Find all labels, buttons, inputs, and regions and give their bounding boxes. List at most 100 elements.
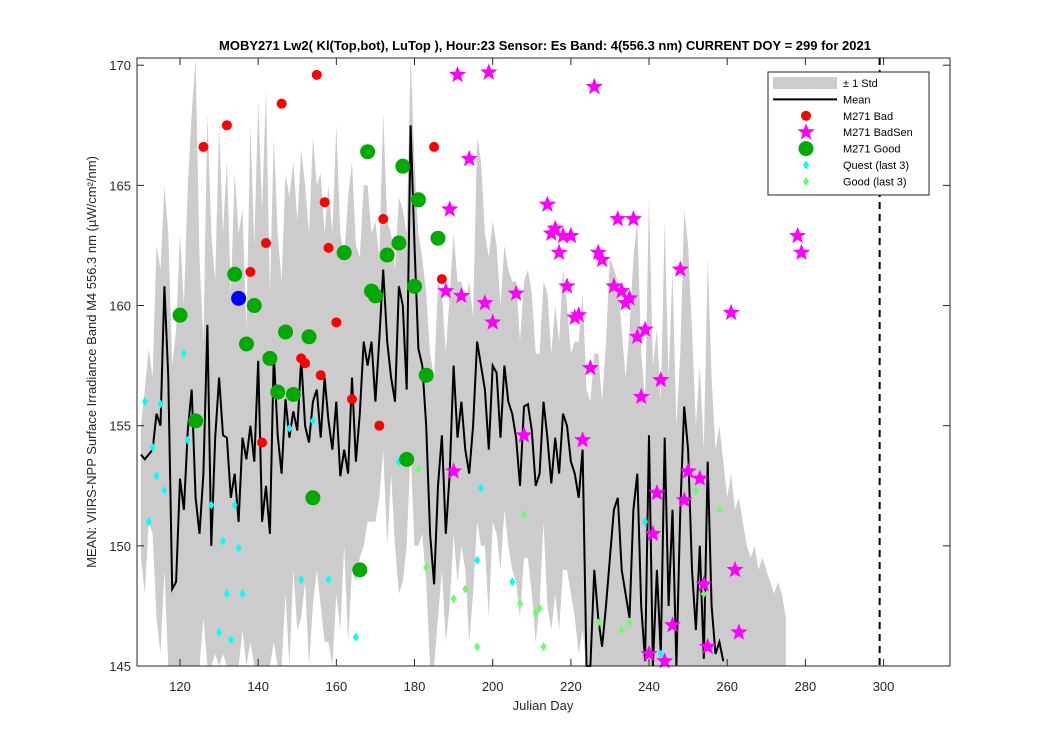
bad-marker [436,274,447,285]
x-tick-label: 200 [482,679,504,694]
chart-title: MOBY271 Lw2( Kl(Top,bot), LuTop ), Hour:… [219,38,871,53]
quest-marker [239,589,246,599]
x-tick-label: 220 [560,679,582,694]
good-last3-marker [415,464,422,474]
highlight-marker [231,290,247,306]
good-last3-marker [520,510,527,520]
quest-marker [216,627,223,637]
badsen-marker [558,277,576,294]
good-marker [336,245,352,261]
quest-marker [219,536,226,546]
good-last3-marker [626,618,633,628]
bad-marker [260,238,271,249]
good-last3-marker [540,642,547,652]
x-axis-label: Julian Day [513,698,574,713]
y-tick-label: 160 [109,299,131,314]
good-marker [238,336,254,352]
quest-marker [509,577,516,587]
badsen-marker [675,491,693,508]
good-marker [246,298,262,314]
quest-marker [227,635,234,645]
badsen-marker [648,484,666,501]
y-axis-ticks: 145 150 155 160 165 170 [109,58,950,674]
good-marker [278,324,294,340]
y-axis-label: MEAN: VIIRS-NPP Surface Irradiance Band … [84,156,99,568]
mean-line-layer [140,125,725,667]
badsen-marker [699,637,717,655]
badsen-marker [726,560,744,578]
badsen-marker [441,200,459,217]
quest-marker [161,486,168,496]
good-marker [172,307,188,323]
good-last3-marker [423,562,430,572]
legend-std-swatch [773,77,837,89]
good-marker [391,235,407,251]
badsen-marker [679,462,697,479]
good-marker [395,158,411,174]
badsen-marker [656,652,674,669]
bad-marker [315,370,326,381]
badsen-marker [554,226,572,244]
badsen-marker [570,306,588,323]
good-last3-marker [692,486,699,496]
bad-marker [198,141,209,152]
badsen-marker [605,277,623,294]
badsen-marker [581,359,599,376]
bad-marker [257,437,268,448]
badsen-marker [449,65,467,83]
badsen-marker [550,243,568,260]
quest-marker [477,483,484,493]
y-tick-label: 150 [109,539,131,554]
good-last3-marker [716,505,723,515]
y-tick-label: 165 [109,178,131,193]
y-tick-label: 155 [109,419,131,434]
good-marker [360,144,376,160]
badsen-marker [730,623,748,640]
badsen-marker [613,282,631,299]
x-tick-label: 300 [873,679,895,694]
badsen-marker [484,313,502,330]
marker-layer [141,63,810,669]
legend-label: M271 Good [843,144,900,156]
quest-marker [223,589,230,599]
std-band [140,58,786,666]
good-last3-marker [595,618,602,628]
badsen-marker [445,462,463,479]
badsen-marker [609,210,627,227]
good-marker [379,247,395,263]
good-marker [301,329,317,345]
bad-marker [331,317,342,328]
badsen-marker [671,260,689,277]
mean-line [140,125,725,667]
quest-marker [145,517,152,527]
bad-marker [429,141,440,152]
std-band-layer [140,58,786,666]
badsen-marker [632,387,650,405]
bad-marker [323,242,334,253]
quest-marker [153,471,160,481]
badsen-marker [624,210,642,227]
good-last3-marker [450,594,457,604]
plot-frame [136,57,951,667]
good-last3-marker [536,603,543,613]
x-tick-label: 240 [638,679,660,694]
legend-label: M271 Bad [843,111,893,123]
legend-quest-swatch [803,160,809,170]
badsen-marker [546,219,564,236]
quest-marker [286,423,293,433]
x-tick-label: 180 [404,679,426,694]
good-last3-marker [474,642,481,652]
bad-marker [378,214,389,225]
good-last3-marker [700,589,707,599]
quest-marker [184,435,191,445]
badsen-marker [538,195,556,212]
legend-label: Mean [843,94,871,106]
quest-marker [157,399,164,409]
bad-marker [319,197,330,208]
badsen-marker [437,282,455,299]
good-marker [430,230,446,246]
bad-marker [276,98,287,109]
legend-good-swatch [798,141,814,157]
x-axis-ticks: 120 140 160 180 200 220 240 260 280 300 [169,58,894,694]
